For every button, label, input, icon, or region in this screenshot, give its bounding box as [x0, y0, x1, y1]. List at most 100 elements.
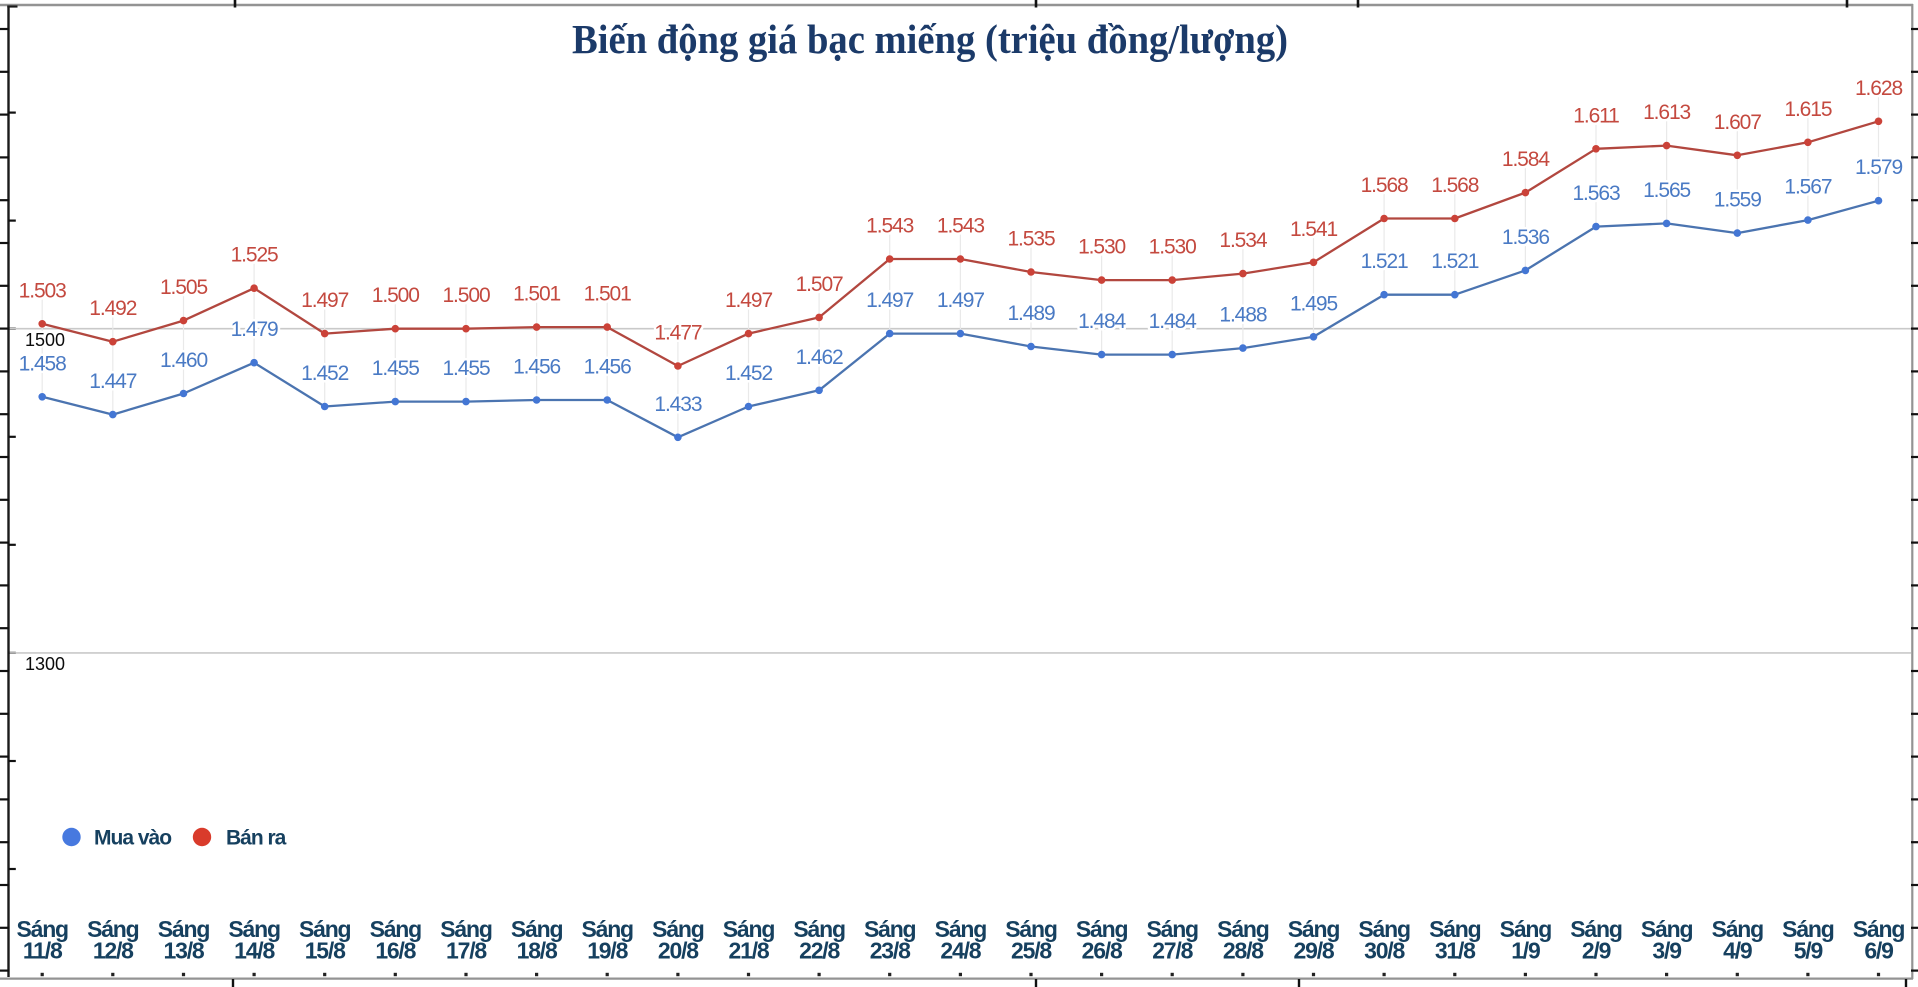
svg-text:Sáng: Sáng — [1712, 916, 1764, 942]
svg-text:1.497: 1.497 — [866, 289, 913, 312]
svg-text:1.568: 1.568 — [1431, 174, 1478, 197]
svg-text:Sáng: Sáng — [1358, 916, 1410, 942]
svg-text:31/8: 31/8 — [1435, 937, 1476, 963]
svg-text:Sáng: Sáng — [1782, 916, 1834, 942]
svg-text:1.447: 1.447 — [89, 370, 136, 393]
svg-text:Sáng: Sáng — [1500, 916, 1552, 942]
svg-text:1.567: 1.567 — [1784, 176, 1831, 199]
svg-text:17/8: 17/8 — [446, 937, 487, 963]
svg-text:27/8: 27/8 — [1152, 937, 1193, 963]
svg-text:12/8: 12/8 — [93, 937, 134, 963]
svg-text:Sáng: Sáng — [1217, 916, 1269, 942]
svg-text:1300: 1300 — [25, 654, 65, 674]
svg-text:1.563: 1.563 — [1572, 182, 1619, 205]
svg-text:1.497: 1.497 — [937, 289, 984, 312]
svg-text:16/8: 16/8 — [375, 937, 416, 963]
svg-text:1.584: 1.584 — [1502, 148, 1550, 171]
svg-text:1.521: 1.521 — [1361, 250, 1408, 273]
svg-text:1.579: 1.579 — [1855, 156, 1902, 179]
svg-text:1.460: 1.460 — [160, 349, 207, 372]
svg-text:21/8: 21/8 — [729, 937, 770, 963]
svg-text:25/8: 25/8 — [1011, 937, 1052, 963]
svg-text:1.479: 1.479 — [231, 318, 278, 341]
svg-text:1.530: 1.530 — [1078, 236, 1125, 259]
svg-text:1.497: 1.497 — [725, 289, 772, 312]
svg-text:Sáng: Sáng — [299, 916, 351, 942]
svg-text:Sáng: Sáng — [581, 916, 633, 942]
svg-text:1.530: 1.530 — [1149, 236, 1196, 259]
svg-text:1.543: 1.543 — [866, 215, 913, 238]
svg-text:2/9: 2/9 — [1582, 937, 1611, 963]
svg-text:Mua vào: Mua vào — [94, 827, 171, 850]
svg-text:Sáng: Sáng — [723, 916, 775, 942]
svg-text:1.477: 1.477 — [654, 322, 701, 345]
svg-text:5/9: 5/9 — [1794, 937, 1823, 963]
svg-text:1.501: 1.501 — [513, 283, 560, 306]
svg-text:1.433: 1.433 — [654, 393, 701, 416]
svg-text:1.503: 1.503 — [19, 279, 66, 302]
svg-text:1.458: 1.458 — [19, 352, 66, 375]
svg-text:Bán ra: Bán ra — [226, 827, 287, 850]
svg-text:4/9: 4/9 — [1723, 937, 1752, 963]
svg-text:23/8: 23/8 — [870, 937, 911, 963]
svg-text:11/8: 11/8 — [23, 937, 63, 963]
svg-text:1.462: 1.462 — [796, 346, 843, 369]
svg-text:15/8: 15/8 — [305, 937, 346, 963]
svg-text:Sáng: Sáng — [935, 916, 987, 942]
svg-text:Sáng: Sáng — [228, 916, 280, 942]
svg-text:1.628: 1.628 — [1855, 77, 1902, 100]
svg-text:1.452: 1.452 — [725, 362, 772, 385]
svg-text:1.500: 1.500 — [442, 284, 489, 307]
svg-text:1.501: 1.501 — [584, 283, 631, 306]
svg-text:Biến động giá bạc miếng (triệu: Biến động giá bạc miếng (triệu đồng/lượn… — [572, 16, 1288, 62]
svg-text:1.495: 1.495 — [1290, 292, 1337, 315]
svg-text:24/8: 24/8 — [940, 937, 981, 963]
svg-text:14/8: 14/8 — [234, 937, 275, 963]
svg-text:22/8: 22/8 — [799, 937, 840, 963]
svg-text:Sáng: Sáng — [1146, 916, 1198, 942]
svg-text:1.607: 1.607 — [1714, 111, 1761, 134]
svg-text:Sáng: Sáng — [1288, 916, 1340, 942]
svg-text:6/9: 6/9 — [1864, 937, 1893, 963]
svg-text:1500: 1500 — [25, 330, 65, 350]
svg-text:Sáng: Sáng — [1570, 916, 1622, 942]
svg-text:Sáng: Sáng — [511, 916, 563, 942]
svg-text:1.456: 1.456 — [584, 356, 631, 379]
svg-text:1.559: 1.559 — [1714, 189, 1761, 212]
svg-text:1.456: 1.456 — [513, 356, 560, 379]
svg-text:3/9: 3/9 — [1652, 937, 1681, 963]
svg-text:Sáng: Sáng — [793, 916, 845, 942]
svg-text:1.525: 1.525 — [231, 244, 278, 267]
svg-text:1.541: 1.541 — [1290, 218, 1337, 241]
svg-text:1.615: 1.615 — [1784, 98, 1831, 121]
svg-text:Sáng: Sáng — [1076, 916, 1128, 942]
svg-text:1.543: 1.543 — [937, 215, 984, 238]
svg-text:29/8: 29/8 — [1294, 937, 1335, 963]
svg-text:13/8: 13/8 — [164, 937, 205, 963]
svg-text:19/8: 19/8 — [587, 937, 628, 963]
svg-text:1.500: 1.500 — [372, 284, 419, 307]
svg-text:Sáng: Sáng — [1429, 916, 1481, 942]
svg-text:1.536: 1.536 — [1502, 226, 1549, 249]
svg-text:Sáng: Sáng — [1641, 916, 1693, 942]
svg-text:Sáng: Sáng — [652, 916, 704, 942]
svg-text:1.505: 1.505 — [160, 276, 207, 299]
svg-text:1/9: 1/9 — [1511, 937, 1540, 963]
svg-text:1.489: 1.489 — [1007, 302, 1054, 325]
svg-text:1.535: 1.535 — [1007, 228, 1054, 251]
svg-text:1.565: 1.565 — [1643, 179, 1690, 202]
svg-text:1.455: 1.455 — [442, 357, 489, 380]
svg-text:28/8: 28/8 — [1223, 937, 1264, 963]
svg-text:1.497: 1.497 — [301, 289, 348, 312]
svg-text:1.613: 1.613 — [1643, 101, 1690, 124]
svg-text:1.484: 1.484 — [1078, 310, 1126, 333]
svg-text:Sáng: Sáng — [1005, 916, 1057, 942]
svg-text:Sáng: Sáng — [440, 916, 492, 942]
svg-text:1.452: 1.452 — [301, 362, 348, 385]
svg-text:1.534: 1.534 — [1219, 229, 1267, 252]
svg-text:Sáng: Sáng — [370, 916, 422, 942]
svg-text:1.455: 1.455 — [372, 357, 419, 380]
svg-text:Sáng: Sáng — [158, 916, 210, 942]
svg-text:1.492: 1.492 — [89, 297, 136, 320]
svg-text:Sáng: Sáng — [16, 916, 68, 942]
